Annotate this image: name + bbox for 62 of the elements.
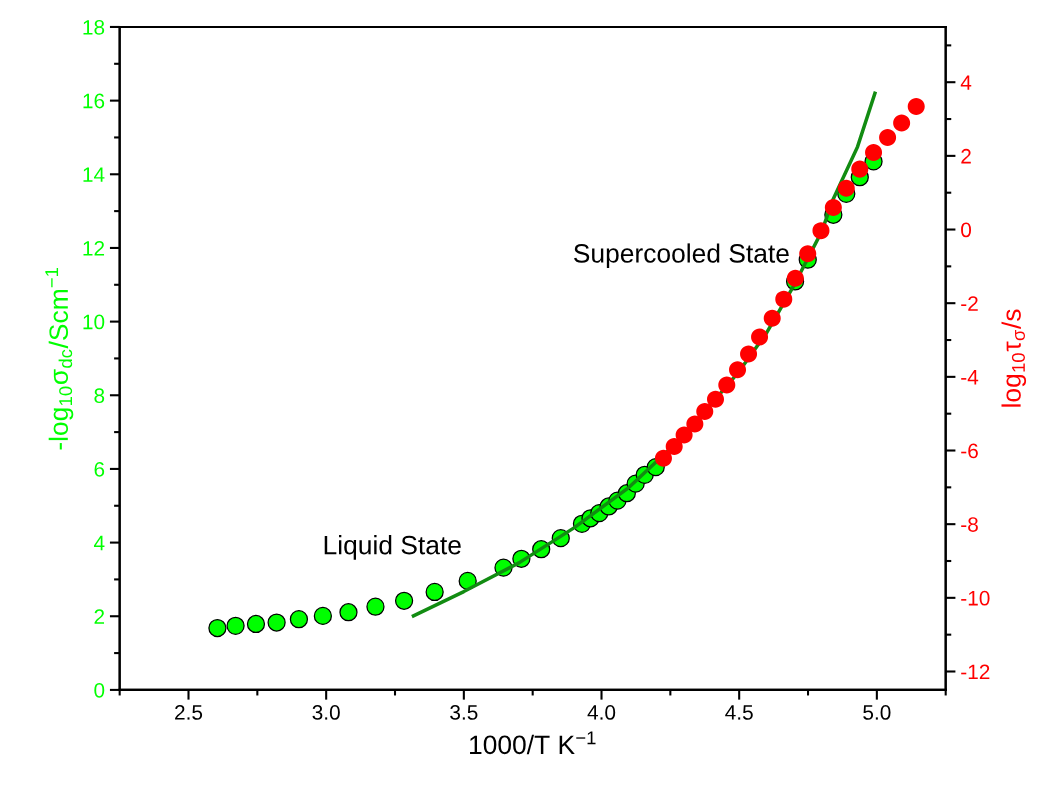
point: [394, 591, 414, 610]
point: [289, 610, 309, 629]
point: [665, 437, 683, 455]
x-tick-label: 5.0: [863, 705, 891, 720]
point: [775, 290, 793, 308]
y-tick-label: 8: [94, 388, 105, 404]
point: [907, 98, 925, 116]
y2-tick-label: -2: [961, 296, 978, 311]
annotation: Liquid State: [324, 535, 461, 560]
y2-tick-label: 0: [961, 222, 972, 238]
point: [267, 613, 286, 632]
y2-tick-label: 4: [960, 75, 972, 90]
point: [696, 402, 714, 420]
y-tick-label: 4: [93, 535, 105, 551]
point: [879, 128, 897, 146]
point: [707, 390, 725, 408]
annotation: Supercooled State: [574, 243, 789, 268]
point: [851, 160, 869, 178]
y2-axis-title: log$_{10}$τ$_{σ}$/s: [1001, 309, 1027, 407]
point: [675, 426, 693, 444]
point: [799, 245, 817, 263]
point: [729, 361, 747, 379]
point: [425, 582, 444, 602]
y-tick-label: 6: [94, 461, 105, 477]
point: [740, 345, 758, 363]
x-tick-label: 4.5: [725, 705, 753, 720]
point: [313, 606, 332, 626]
x-tick-label: 3.0: [312, 705, 340, 720]
x-tick-label: 3.5: [450, 705, 478, 720]
y2-tick-label: -8: [961, 517, 978, 532]
point: [865, 144, 883, 162]
point: [339, 603, 358, 622]
y-tick-label: 18: [83, 19, 105, 35]
point: [893, 114, 911, 132]
point: [763, 309, 781, 327]
y-tick-label: 0: [94, 682, 105, 698]
point: [654, 449, 672, 467]
point: [786, 269, 804, 287]
y-tick-label: 16: [83, 93, 105, 109]
point: [837, 179, 855, 197]
point: [812, 222, 830, 240]
x-axis-title: 1000/T K$^{−1}$: [470, 731, 596, 755]
y-tick-label: 14: [83, 167, 105, 182]
point: [366, 597, 385, 616]
x-tick-label: 2.5: [175, 705, 203, 720]
point: [246, 614, 266, 634]
y2-tick-label: 2: [961, 148, 971, 164]
y-tick-label: 12: [83, 240, 105, 256]
y2-tick-label: -12: [961, 664, 990, 680]
y-tick-label: 2: [94, 609, 105, 624]
point: [751, 328, 769, 346]
x-tick-label: 4.0: [587, 705, 616, 720]
y2-tick-label: -4: [961, 370, 979, 385]
y2-tick-label: -6: [961, 443, 978, 459]
point: [718, 376, 736, 394]
point: [226, 616, 245, 635]
point: [208, 618, 227, 638]
y-tick-label: 10: [83, 314, 105, 330]
y-axis-title: -log$_{10}$σ$_{dc}$/Scm$^{−1}$: [45, 267, 74, 450]
point: [824, 198, 842, 216]
y2-tick-label: -10: [961, 590, 990, 606]
point: [686, 415, 704, 433]
